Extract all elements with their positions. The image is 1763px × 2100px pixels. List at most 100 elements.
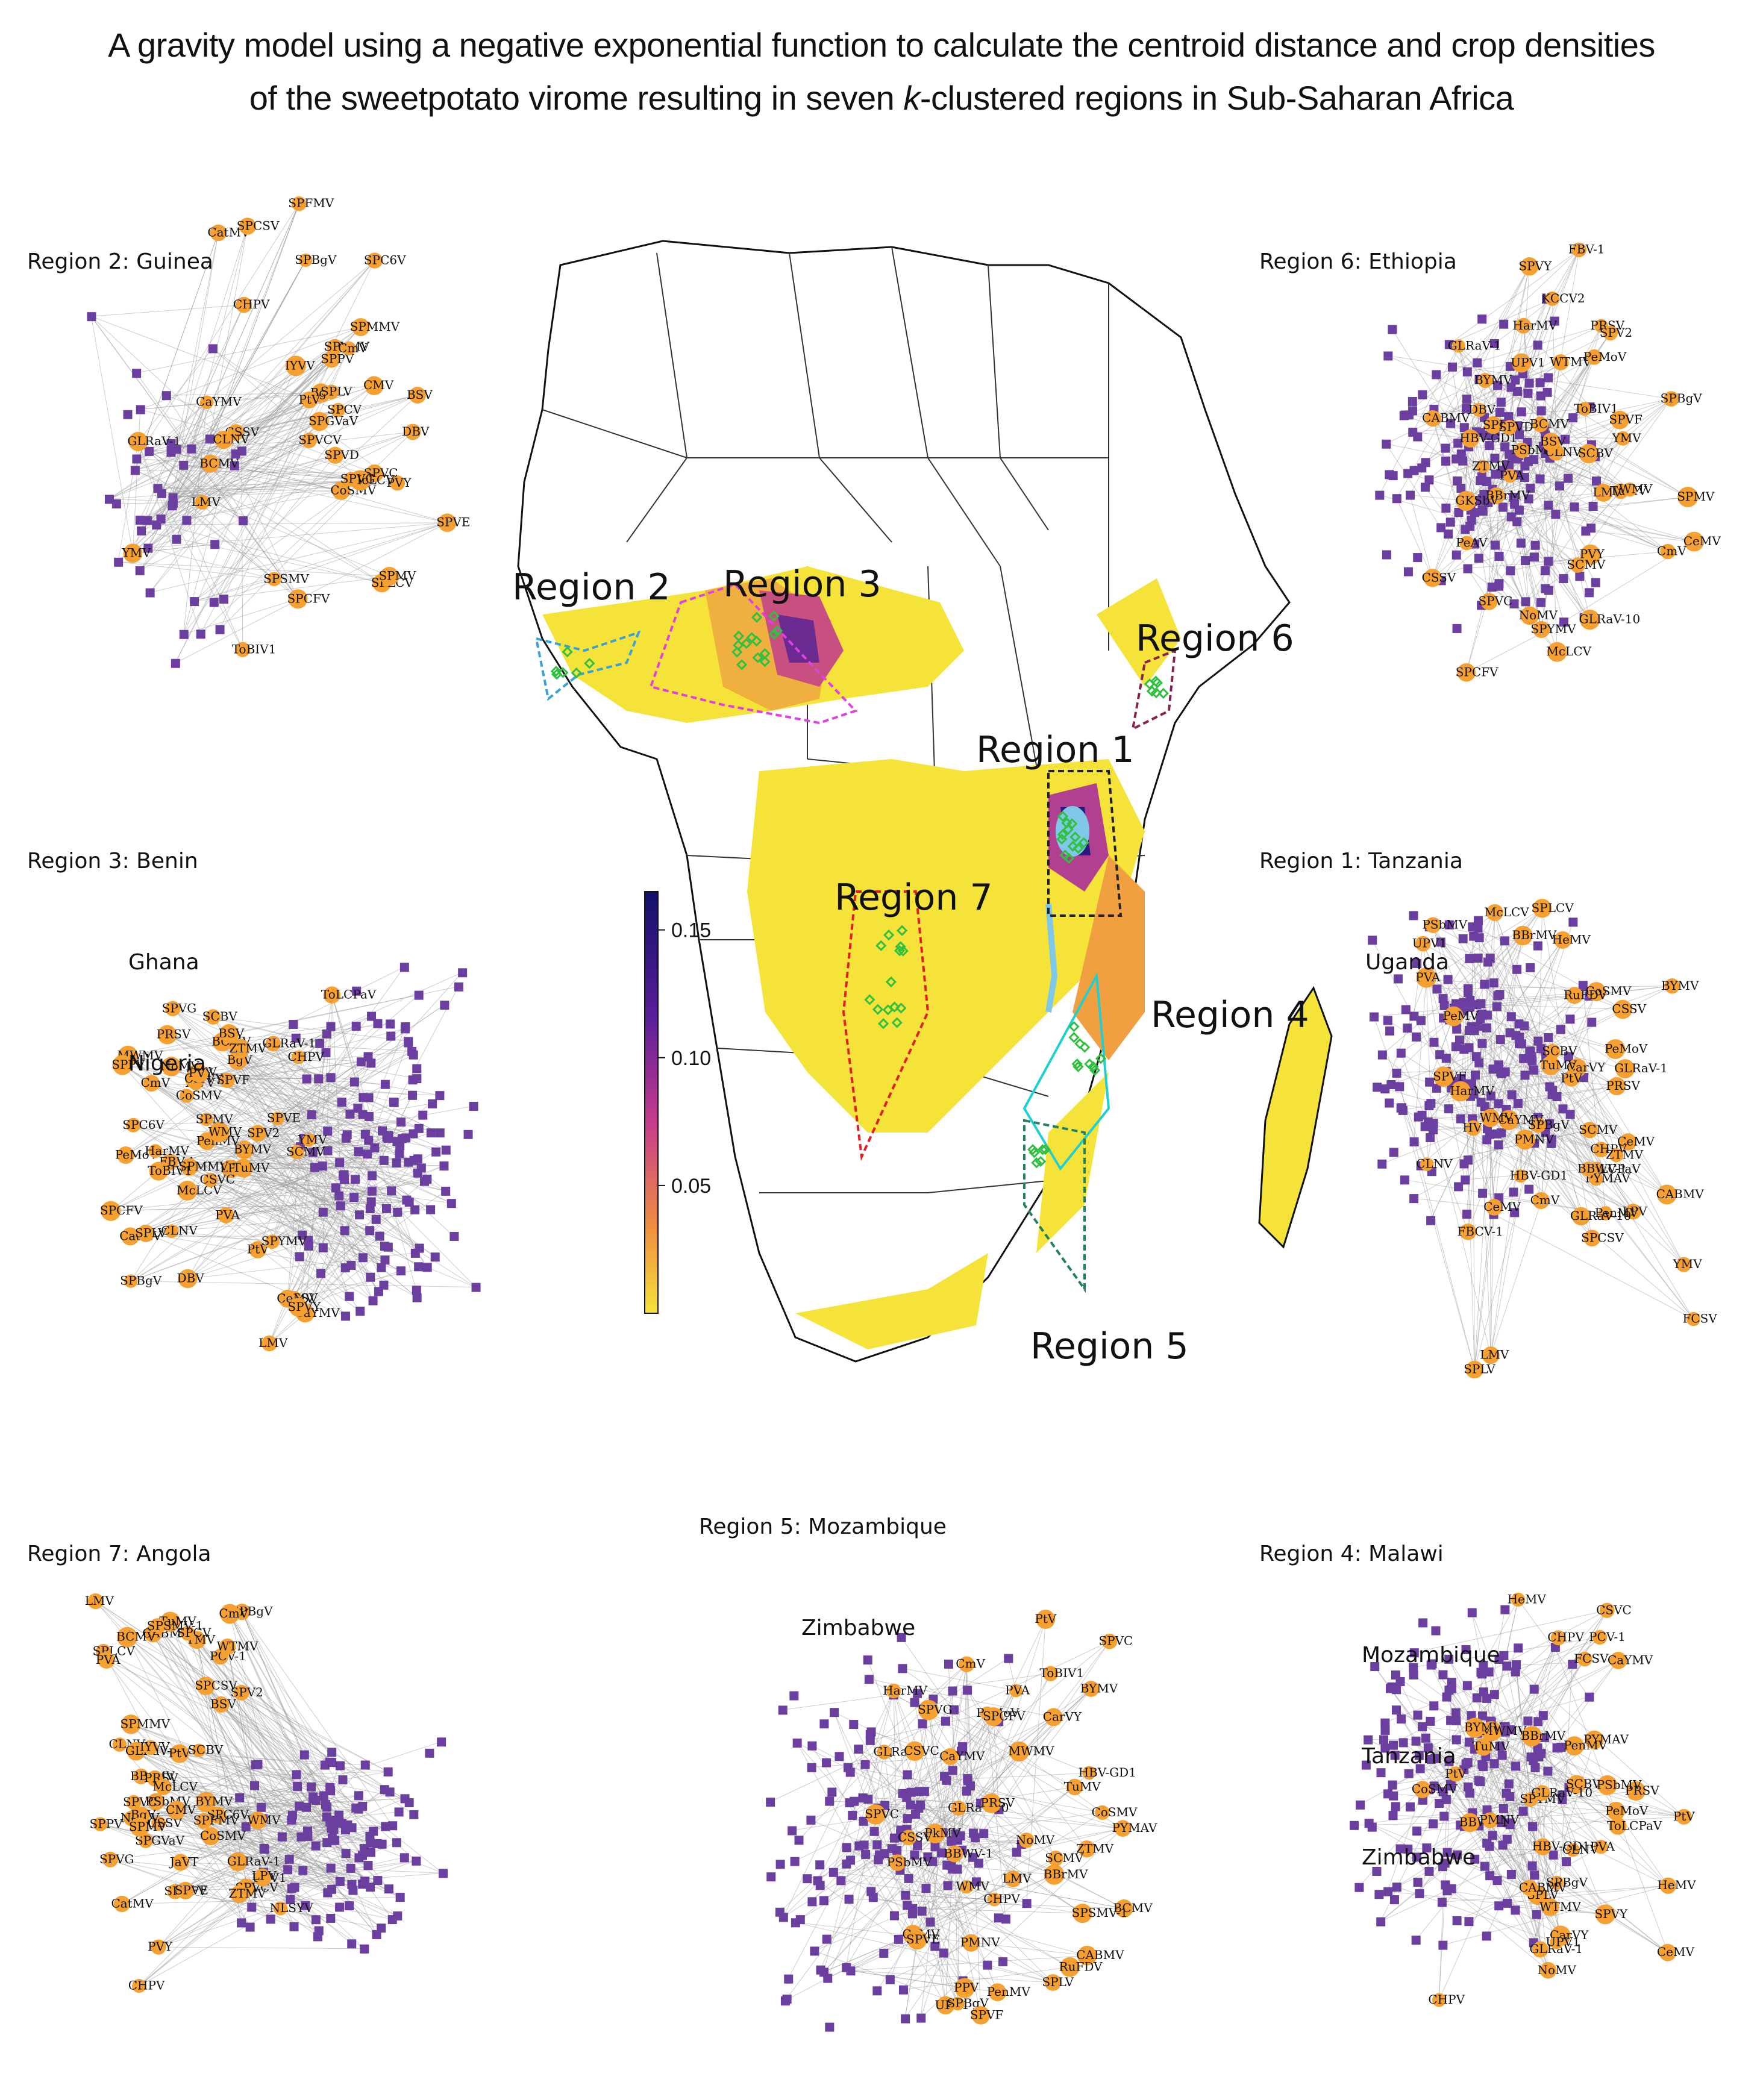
plant-node [965, 1781, 975, 1791]
plant-node [311, 1841, 321, 1851]
network-edge [893, 1690, 925, 1792]
virus-node [1077, 1945, 1097, 1966]
plant-node [340, 1226, 349, 1236]
network-edge [902, 1667, 1016, 1691]
plant-node [1441, 456, 1451, 466]
network-edge [193, 578, 275, 602]
plant-node [1502, 1898, 1512, 1908]
virus-node [1613, 999, 1633, 1019]
network-edge [820, 1751, 915, 1970]
virus-node [235, 1140, 254, 1159]
virus-node [959, 1656, 975, 1672]
plant-node [1548, 1850, 1558, 1860]
virus-node [228, 1852, 248, 1872]
virus-node [1577, 1651, 1592, 1667]
plant-node [1499, 319, 1509, 329]
virus-node [901, 1830, 916, 1846]
plant-node [1494, 1901, 1504, 1911]
plant-node [469, 1102, 478, 1111]
network-edge [812, 1745, 1124, 1909]
plant-node [963, 1774, 972, 1784]
network-edge [858, 1748, 1027, 1841]
network-edge [141, 1814, 398, 1916]
network-edge [91, 304, 244, 317]
network-edge [241, 1692, 409, 1803]
virus-node [190, 1064, 208, 1083]
plant-node [1505, 1820, 1515, 1830]
plant-node [1496, 1815, 1506, 1825]
virus-node [1571, 242, 1587, 257]
network-edge [257, 1165, 444, 1250]
plant-node [1404, 1769, 1414, 1778]
plant-node [1524, 378, 1534, 388]
network-edge [1415, 1740, 1684, 1817]
network-edge [110, 1859, 371, 1887]
virus-node-label: GKSbV [1455, 493, 1498, 508]
plant-node [404, 1037, 413, 1046]
plant-node [923, 1852, 933, 1861]
network-edge [158, 1751, 332, 1948]
plant-node [1413, 432, 1423, 442]
network-edge [149, 393, 322, 593]
sample-point-marker [741, 638, 753, 649]
plant-node [104, 495, 114, 504]
plant-node [869, 1827, 879, 1836]
virus-node [1456, 490, 1476, 511]
plant-node [956, 1746, 966, 1756]
virus-node-label: WTMV [1539, 1899, 1581, 1914]
network-edge [904, 1751, 1019, 1896]
virus-node-label: PMNV [1479, 1813, 1519, 1827]
plant-node [335, 1158, 345, 1167]
virus-node [1465, 1717, 1485, 1738]
network-edge [131, 1723, 386, 1827]
virus-node-label: SPVE [267, 1111, 301, 1125]
virus-node-label: BCMV [1530, 417, 1570, 431]
virus-node-label: PenMV [987, 1984, 1031, 1999]
virus-node [1532, 899, 1552, 918]
virus-node [147, 1793, 165, 1811]
network-edge [1490, 991, 1597, 1096]
virus-node-label: PtV [169, 1746, 190, 1760]
virus-node [172, 1854, 189, 1871]
virus-node [180, 1089, 194, 1103]
plant-node [1391, 1802, 1400, 1811]
network-edge [1456, 1887, 1530, 1921]
virus-node [954, 1978, 975, 1998]
virus-node-label: DBV [1468, 402, 1496, 417]
virus-node-label: CMV [363, 378, 394, 392]
plant-node [1441, 443, 1450, 453]
network-edge [1500, 1810, 1617, 1820]
virus-node [342, 341, 356, 355]
network-edge [257, 1133, 349, 1296]
network-edge [1467, 568, 1530, 616]
virus-node-label: BYMV [1661, 978, 1699, 993]
virus-node [351, 318, 370, 336]
plant-node [1464, 1155, 1473, 1165]
colorbar: 0.150.100.05 [644, 891, 711, 1314]
plant-node [872, 1840, 882, 1849]
network-edge [229, 1613, 312, 1787]
plant-node [1498, 1804, 1508, 1813]
plant-node [901, 1890, 910, 1900]
network-edge [210, 1836, 303, 1870]
virus-node [1663, 391, 1679, 407]
plant-node [1476, 1667, 1486, 1677]
virus-nodes: BgVCSSVBCMVDBVBSVCmVCatMVBYMVCHPVCMVCoSM… [100, 986, 377, 1352]
region-outlines [534, 583, 1177, 1293]
panel-label-line: Region 6: Ethiopia [1259, 249, 1457, 274]
network-edge [213, 522, 448, 603]
sample-point-marker [1035, 1155, 1047, 1167]
plant-node [1520, 1070, 1530, 1080]
plant-node [238, 516, 248, 526]
sample-point-marker [1089, 1064, 1101, 1076]
plant-node [951, 1833, 960, 1842]
virus-node [1082, 1766, 1096, 1780]
sample-point-marker [769, 628, 780, 640]
plant-node [1429, 1701, 1439, 1711]
network-edge [1506, 1108, 1582, 1217]
network-edge [1521, 363, 1590, 407]
plant-node [337, 1819, 346, 1828]
plant-node [1403, 567, 1413, 577]
plant-node [998, 1957, 1008, 1967]
network-edge [1419, 1610, 1608, 1894]
